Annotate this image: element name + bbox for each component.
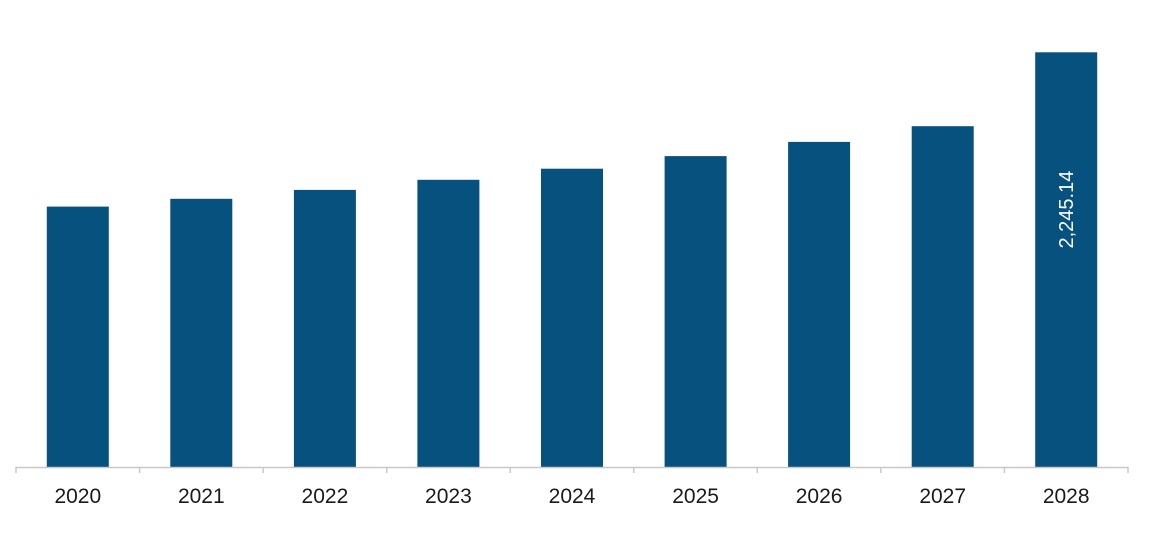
data-labels-group: 2,245.14 xyxy=(1056,171,1078,249)
bar-2020 xyxy=(46,206,109,467)
bar-2026 xyxy=(788,141,851,467)
bar-2025 xyxy=(664,156,727,467)
x-tick-label-2020: 2020 xyxy=(54,485,101,508)
bar-2027 xyxy=(911,126,974,467)
x-tick-label-2025: 2025 xyxy=(672,485,719,508)
x-tick-label-2021: 2021 xyxy=(178,485,225,508)
x-tick-label-2023: 2023 xyxy=(425,485,472,508)
x-tick-label-2027: 2027 xyxy=(919,485,966,508)
x-tick-label-2024: 2024 xyxy=(549,485,596,508)
bar-2024 xyxy=(541,168,603,467)
bar-2022 xyxy=(293,189,356,467)
x-tick-labels: 2020 2021 2022 2023 2024 2025 2026 2027 2028 xyxy=(54,485,1089,508)
x-axis xyxy=(15,466,1129,473)
x-tick-label-2022: 2022 xyxy=(302,485,349,508)
x-tick-label-2028: 2028 xyxy=(1043,485,1090,508)
data-label-2028: 2,245.14 xyxy=(1056,171,1078,249)
bar-2021 xyxy=(170,198,233,468)
x-tick-label-2026: 2026 xyxy=(796,485,843,508)
bar-2028 xyxy=(1035,52,1098,468)
bars-group xyxy=(46,52,1098,468)
bar-2023 xyxy=(417,179,480,468)
